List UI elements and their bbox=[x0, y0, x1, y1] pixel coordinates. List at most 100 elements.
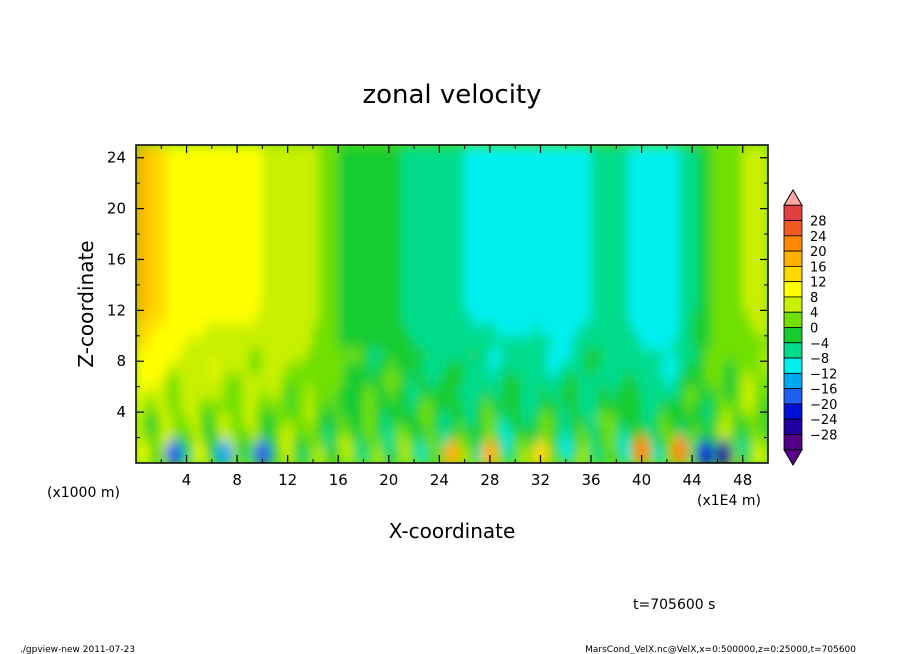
field-cell bbox=[653, 220, 662, 235]
field-cell bbox=[242, 297, 251, 311]
field-cell bbox=[419, 348, 428, 362]
field-cell bbox=[230, 398, 238, 413]
field-cell bbox=[356, 322, 365, 337]
field-cell bbox=[167, 360, 175, 375]
field-cell bbox=[590, 233, 598, 248]
field-cell bbox=[754, 297, 763, 311]
field-cell bbox=[325, 360, 333, 375]
field-cell bbox=[483, 411, 491, 426]
field-cell bbox=[299, 208, 308, 222]
field-cell bbox=[356, 195, 365, 210]
field-cell bbox=[136, 424, 143, 439]
field-cell bbox=[394, 145, 402, 159]
field-cell bbox=[211, 398, 219, 413]
field-cell bbox=[691, 157, 699, 171]
field-cell bbox=[230, 271, 238, 286]
field-cell bbox=[198, 157, 207, 171]
field-cell bbox=[400, 411, 409, 426]
field-cell bbox=[470, 284, 478, 299]
field-cell bbox=[432, 145, 440, 159]
field-cell bbox=[641, 233, 649, 248]
field-cell bbox=[154, 145, 162, 159]
field-cell bbox=[470, 437, 478, 451]
field-cell bbox=[716, 284, 725, 299]
field-cell bbox=[388, 335, 396, 350]
field-cell bbox=[571, 195, 579, 210]
field-cell bbox=[344, 437, 352, 451]
y-tick-label: 4 bbox=[116, 403, 126, 421]
field-cell bbox=[318, 309, 327, 324]
field-cell bbox=[211, 297, 219, 311]
field-cell bbox=[299, 157, 308, 171]
field-cell bbox=[533, 169, 541, 184]
field-cell bbox=[666, 360, 674, 375]
field-cell bbox=[236, 182, 244, 197]
field-cell bbox=[716, 246, 725, 260]
field-cell bbox=[609, 233, 617, 248]
field-cell bbox=[274, 437, 282, 451]
field-cell bbox=[748, 437, 756, 451]
field-cell bbox=[154, 157, 162, 171]
field-cell bbox=[590, 398, 598, 413]
field-cell bbox=[685, 309, 693, 324]
field-cell bbox=[249, 398, 257, 413]
colorbar-extend-top bbox=[783, 189, 803, 206]
field-cell bbox=[325, 335, 333, 350]
field-cell bbox=[255, 182, 263, 197]
field-cell bbox=[533, 411, 541, 426]
field-cell bbox=[609, 424, 617, 439]
field-cell bbox=[464, 182, 472, 197]
field-cell bbox=[369, 169, 377, 184]
field-cell bbox=[489, 386, 497, 400]
field-cell bbox=[489, 348, 497, 362]
field-cell bbox=[160, 182, 169, 197]
field-cell bbox=[653, 322, 662, 337]
field-cell bbox=[141, 360, 150, 375]
field-cell bbox=[445, 411, 453, 426]
field-cell bbox=[710, 145, 718, 159]
field-cell bbox=[533, 195, 541, 210]
field-cell bbox=[710, 437, 718, 451]
field-cell bbox=[205, 373, 213, 388]
x-tick-label: 32 bbox=[531, 471, 550, 489]
field-cell bbox=[249, 233, 257, 248]
field-cell bbox=[438, 449, 447, 463]
field-cell bbox=[672, 145, 681, 159]
field-cell bbox=[205, 335, 213, 350]
field-cell bbox=[249, 386, 257, 400]
field-cell bbox=[723, 220, 731, 235]
field-cell bbox=[438, 195, 447, 210]
field-cell bbox=[192, 182, 200, 197]
field-cell bbox=[660, 195, 668, 210]
field-cell bbox=[464, 297, 472, 311]
field-cell bbox=[464, 309, 472, 324]
field-cell bbox=[148, 157, 156, 171]
field-cell bbox=[344, 322, 352, 337]
field-cell bbox=[268, 348, 276, 362]
field-cell bbox=[230, 246, 238, 260]
field-cell bbox=[223, 398, 232, 413]
field-cell bbox=[198, 449, 207, 463]
field-cell bbox=[211, 258, 219, 273]
field-cell bbox=[217, 220, 225, 235]
field-cell bbox=[647, 398, 655, 413]
field-cell bbox=[136, 437, 143, 451]
field-cell bbox=[565, 271, 573, 286]
field-cell bbox=[514, 145, 523, 159]
field-cell bbox=[236, 284, 244, 299]
field-cell bbox=[647, 169, 655, 184]
field-cell bbox=[419, 169, 428, 184]
field-cell bbox=[192, 258, 200, 273]
field-cell bbox=[622, 360, 630, 375]
field-cell bbox=[571, 424, 579, 439]
field-cell bbox=[546, 195, 554, 210]
field-cell bbox=[312, 169, 320, 184]
field-cell bbox=[293, 322, 301, 337]
field-cell bbox=[697, 348, 706, 362]
field-cell bbox=[742, 322, 750, 337]
field-cell bbox=[261, 386, 270, 400]
field-cell bbox=[558, 220, 567, 235]
field-cell bbox=[508, 258, 516, 273]
field-cell bbox=[325, 309, 333, 324]
field-cell bbox=[502, 424, 510, 439]
